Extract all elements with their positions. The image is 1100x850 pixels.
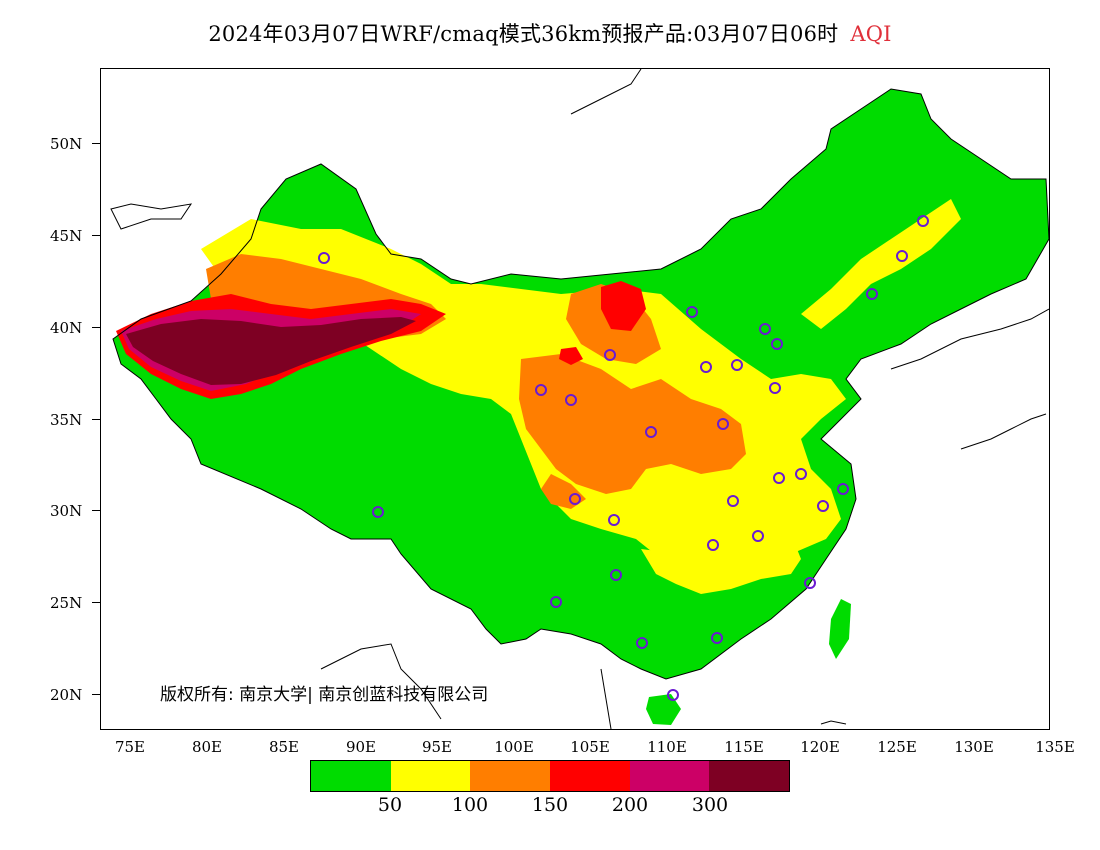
lon-label: 90E <box>345 738 377 756</box>
lon-label: 95E <box>421 738 453 756</box>
taiwan-island <box>829 599 851 659</box>
lat-label: 25N <box>50 594 83 612</box>
lon-label: 135E <box>1035 738 1075 756</box>
legend-label: 50 <box>377 794 403 816</box>
borders <box>110 69 1049 729</box>
yellow-zone-south <box>641 534 801 594</box>
axis-tick <box>92 143 100 144</box>
legend-label: 150 <box>531 794 569 816</box>
hainan-island <box>646 694 681 725</box>
orange-zone-central <box>519 354 746 494</box>
lon-label: 120E <box>800 738 840 756</box>
axis-tick <box>92 510 100 511</box>
lon-label: 80E <box>191 738 223 756</box>
lon-label: 125E <box>877 738 917 756</box>
legend-swatch <box>390 761 471 791</box>
lat-label: 45N <box>50 227 83 245</box>
axis-tick <box>92 419 100 420</box>
lon-label: 130E <box>954 738 994 756</box>
legend-swatch <box>709 761 790 791</box>
copyright-text: 版权所有: 南京大学| 南京创蓝科技有限公司 <box>160 685 489 705</box>
station-markers <box>318 215 929 701</box>
axis-tick <box>92 694 100 695</box>
lon-label: 75E <box>114 738 146 756</box>
map-title: 2024年03月07日WRF/cmaq模式36km预报产品:03月07日06时 A… <box>0 18 1100 48</box>
yellow-zone-northeast <box>801 199 961 329</box>
red-zone-small <box>559 347 583 365</box>
legend-label: 200 <box>611 794 649 816</box>
legend-label: 100 <box>451 794 489 816</box>
lon-label: 85E <box>268 738 300 756</box>
legend-swatch <box>311 761 391 791</box>
axis-tick <box>92 235 100 236</box>
lon-label: 110E <box>647 738 687 756</box>
orange-zone-sichuan <box>541 474 586 509</box>
lon-label: 105E <box>570 738 610 756</box>
legend-swatch <box>470 761 551 791</box>
lat-label: 40N <box>50 319 83 337</box>
title-product: AQI <box>850 22 892 46</box>
aqi-legend <box>310 760 790 792</box>
legend-swatch <box>629 761 710 791</box>
legend-swatch <box>550 761 630 791</box>
lat-label: 35N <box>50 411 83 429</box>
red-zone-north-central <box>601 281 646 331</box>
lat-label: 30N <box>50 502 83 520</box>
title-text: 2024年03月07日WRF/cmaq模式36km预报产品:03月07日06时 <box>208 22 839 46</box>
axis-tick <box>92 602 100 603</box>
lat-label: 20N <box>50 686 83 704</box>
axis-tick <box>92 327 100 328</box>
aqi-map <box>110 69 1049 729</box>
maroon-zone-taklamakan <box>126 317 416 385</box>
map-frame <box>100 68 1050 730</box>
lon-label: 115E <box>724 738 764 756</box>
legend-label: 300 <box>691 794 729 816</box>
lat-label: 50N <box>50 135 83 153</box>
lon-label: 100E <box>494 738 534 756</box>
